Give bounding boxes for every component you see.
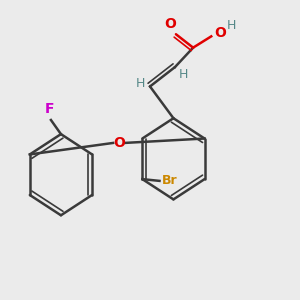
Text: Br: Br	[162, 174, 177, 188]
Text: H: H	[227, 19, 236, 32]
Text: H: H	[179, 68, 188, 81]
Text: O: O	[164, 17, 176, 31]
Text: O: O	[113, 136, 125, 150]
Text: H: H	[136, 77, 145, 90]
Text: F: F	[44, 103, 54, 116]
Text: O: O	[214, 26, 226, 40]
